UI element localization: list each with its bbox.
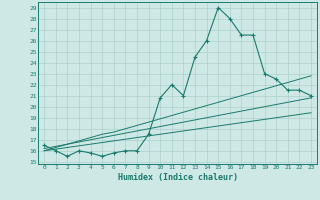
- X-axis label: Humidex (Indice chaleur): Humidex (Indice chaleur): [118, 173, 238, 182]
